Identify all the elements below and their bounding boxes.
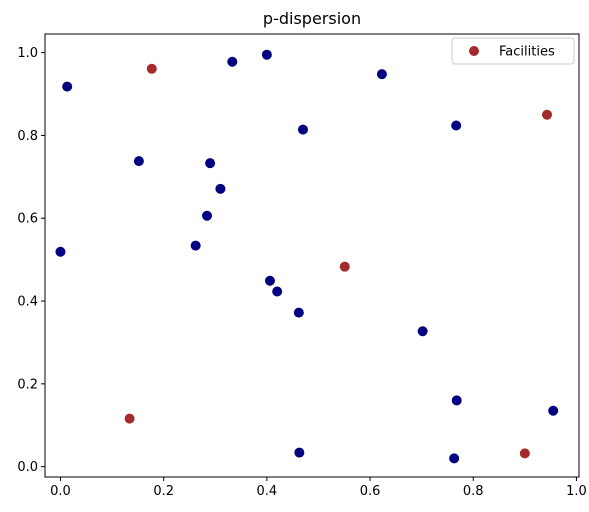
demand-point: [202, 210, 213, 221]
demand-point: [261, 49, 272, 60]
demand-point: [417, 326, 428, 337]
points-layer: [55, 49, 559, 464]
demand-point: [55, 246, 66, 257]
demand-point: [215, 183, 226, 194]
facility-point: [542, 109, 553, 120]
x-tick-label: 0.4: [257, 484, 278, 499]
legend-label: Facilities: [499, 45, 555, 60]
y-tick-label: 0.4: [17, 295, 38, 310]
demand-point: [264, 275, 275, 286]
plot-frame: [44, 33, 580, 478]
y-tick-label: 0.0: [17, 460, 38, 475]
demand-point: [451, 120, 462, 131]
demand-point: [297, 124, 308, 135]
facility-point: [146, 63, 157, 74]
demand-point: [190, 240, 201, 251]
demand-point: [294, 447, 305, 458]
demand-point: [449, 453, 460, 464]
demand-point: [293, 307, 304, 318]
demand-point: [205, 158, 216, 169]
legend: Facilities: [451, 37, 575, 65]
legend-box: [451, 37, 575, 65]
y-axis: 0.0 0.2 0.4 0.6 0.8 1.0: [17, 46, 45, 475]
x-tick-label: 1.0: [566, 484, 587, 499]
x-axis: 0.0 0.2 0.4 0.6 0.8 1.0: [50, 477, 587, 499]
x-tick-label: 0.6: [360, 484, 381, 499]
y-tick-label: 0.2: [17, 377, 38, 392]
x-tick-label: 0.8: [463, 484, 484, 499]
y-tick-label: 0.8: [17, 129, 38, 144]
y-tick-label: 0.6: [17, 212, 38, 227]
facility-point: [339, 261, 350, 272]
demand-point: [133, 156, 144, 167]
x-tick-label: 0.2: [153, 484, 174, 499]
demand-point: [451, 395, 462, 406]
demand-point: [376, 69, 387, 80]
demand-point: [62, 81, 73, 92]
chart-title: p-dispersion: [263, 9, 361, 28]
facility-point: [124, 413, 135, 424]
legend-marker: [469, 46, 479, 56]
demand-point: [227, 56, 238, 67]
demand-point: [272, 286, 283, 297]
y-tick-label: 1.0: [17, 46, 38, 61]
facility-point: [519, 448, 530, 459]
demand-point: [548, 405, 559, 416]
x-tick-label: 0.0: [50, 484, 71, 499]
